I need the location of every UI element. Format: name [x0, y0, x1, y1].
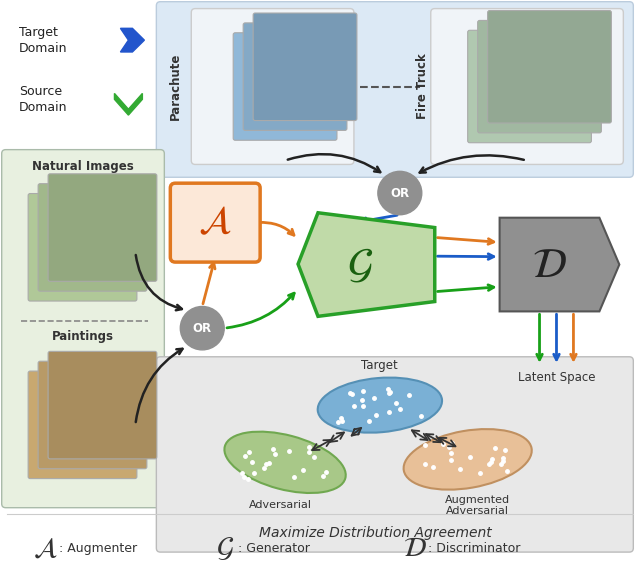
Text: Adversarial: Adversarial — [248, 500, 312, 510]
FancyBboxPatch shape — [2, 150, 164, 508]
Text: Fire Truck: Fire Truck — [416, 54, 429, 119]
Text: $\mathcal{G}$: $\mathcal{G}$ — [347, 243, 373, 285]
Ellipse shape — [404, 429, 532, 490]
FancyBboxPatch shape — [477, 20, 602, 133]
Text: $\mathcal{D}$: $\mathcal{D}$ — [403, 534, 427, 562]
Text: Source
Domain: Source Domain — [19, 85, 67, 114]
FancyBboxPatch shape — [156, 2, 634, 177]
Polygon shape — [115, 93, 142, 115]
FancyBboxPatch shape — [253, 13, 357, 120]
Text: Latent Space: Latent Space — [518, 371, 595, 384]
FancyBboxPatch shape — [28, 194, 137, 301]
Text: Target: Target — [362, 359, 398, 372]
Text: OR: OR — [193, 321, 212, 334]
FancyBboxPatch shape — [156, 357, 634, 552]
Ellipse shape — [225, 432, 346, 493]
Text: Maximize Distribution Agreement: Maximize Distribution Agreement — [259, 527, 492, 540]
FancyBboxPatch shape — [38, 361, 147, 469]
FancyBboxPatch shape — [48, 351, 157, 459]
Text: : Generator: : Generator — [238, 542, 310, 555]
Text: Paintings: Paintings — [51, 329, 113, 342]
Text: Parachute: Parachute — [169, 53, 182, 120]
FancyBboxPatch shape — [191, 8, 354, 164]
Circle shape — [378, 171, 422, 215]
FancyBboxPatch shape — [488, 11, 611, 123]
FancyBboxPatch shape — [48, 174, 157, 281]
FancyBboxPatch shape — [233, 33, 337, 140]
Circle shape — [180, 306, 224, 350]
FancyBboxPatch shape — [38, 184, 147, 291]
FancyBboxPatch shape — [468, 31, 591, 143]
Text: $\mathcal{D}$: $\mathcal{D}$ — [532, 244, 567, 285]
Text: : Discriminator: : Discriminator — [428, 542, 520, 555]
FancyBboxPatch shape — [170, 183, 260, 262]
Ellipse shape — [317, 377, 442, 433]
Text: Target
Domain: Target Domain — [19, 25, 67, 55]
Text: Natural Images: Natural Images — [31, 160, 133, 173]
FancyBboxPatch shape — [243, 23, 347, 131]
Text: $\mathcal{G}$: $\mathcal{G}$ — [216, 534, 234, 562]
Polygon shape — [120, 28, 145, 52]
Text: OR: OR — [390, 186, 410, 199]
Text: $\mathcal{A}$: $\mathcal{A}$ — [198, 203, 232, 242]
FancyBboxPatch shape — [28, 371, 137, 479]
Polygon shape — [298, 213, 435, 316]
Text: Augmented
Adversarial: Augmented Adversarial — [445, 495, 510, 516]
FancyBboxPatch shape — [431, 8, 623, 164]
Text: $\mathcal{A}$: $\mathcal{A}$ — [33, 534, 58, 562]
Polygon shape — [500, 218, 620, 311]
Text: : Augmenter: : Augmenter — [59, 542, 137, 555]
